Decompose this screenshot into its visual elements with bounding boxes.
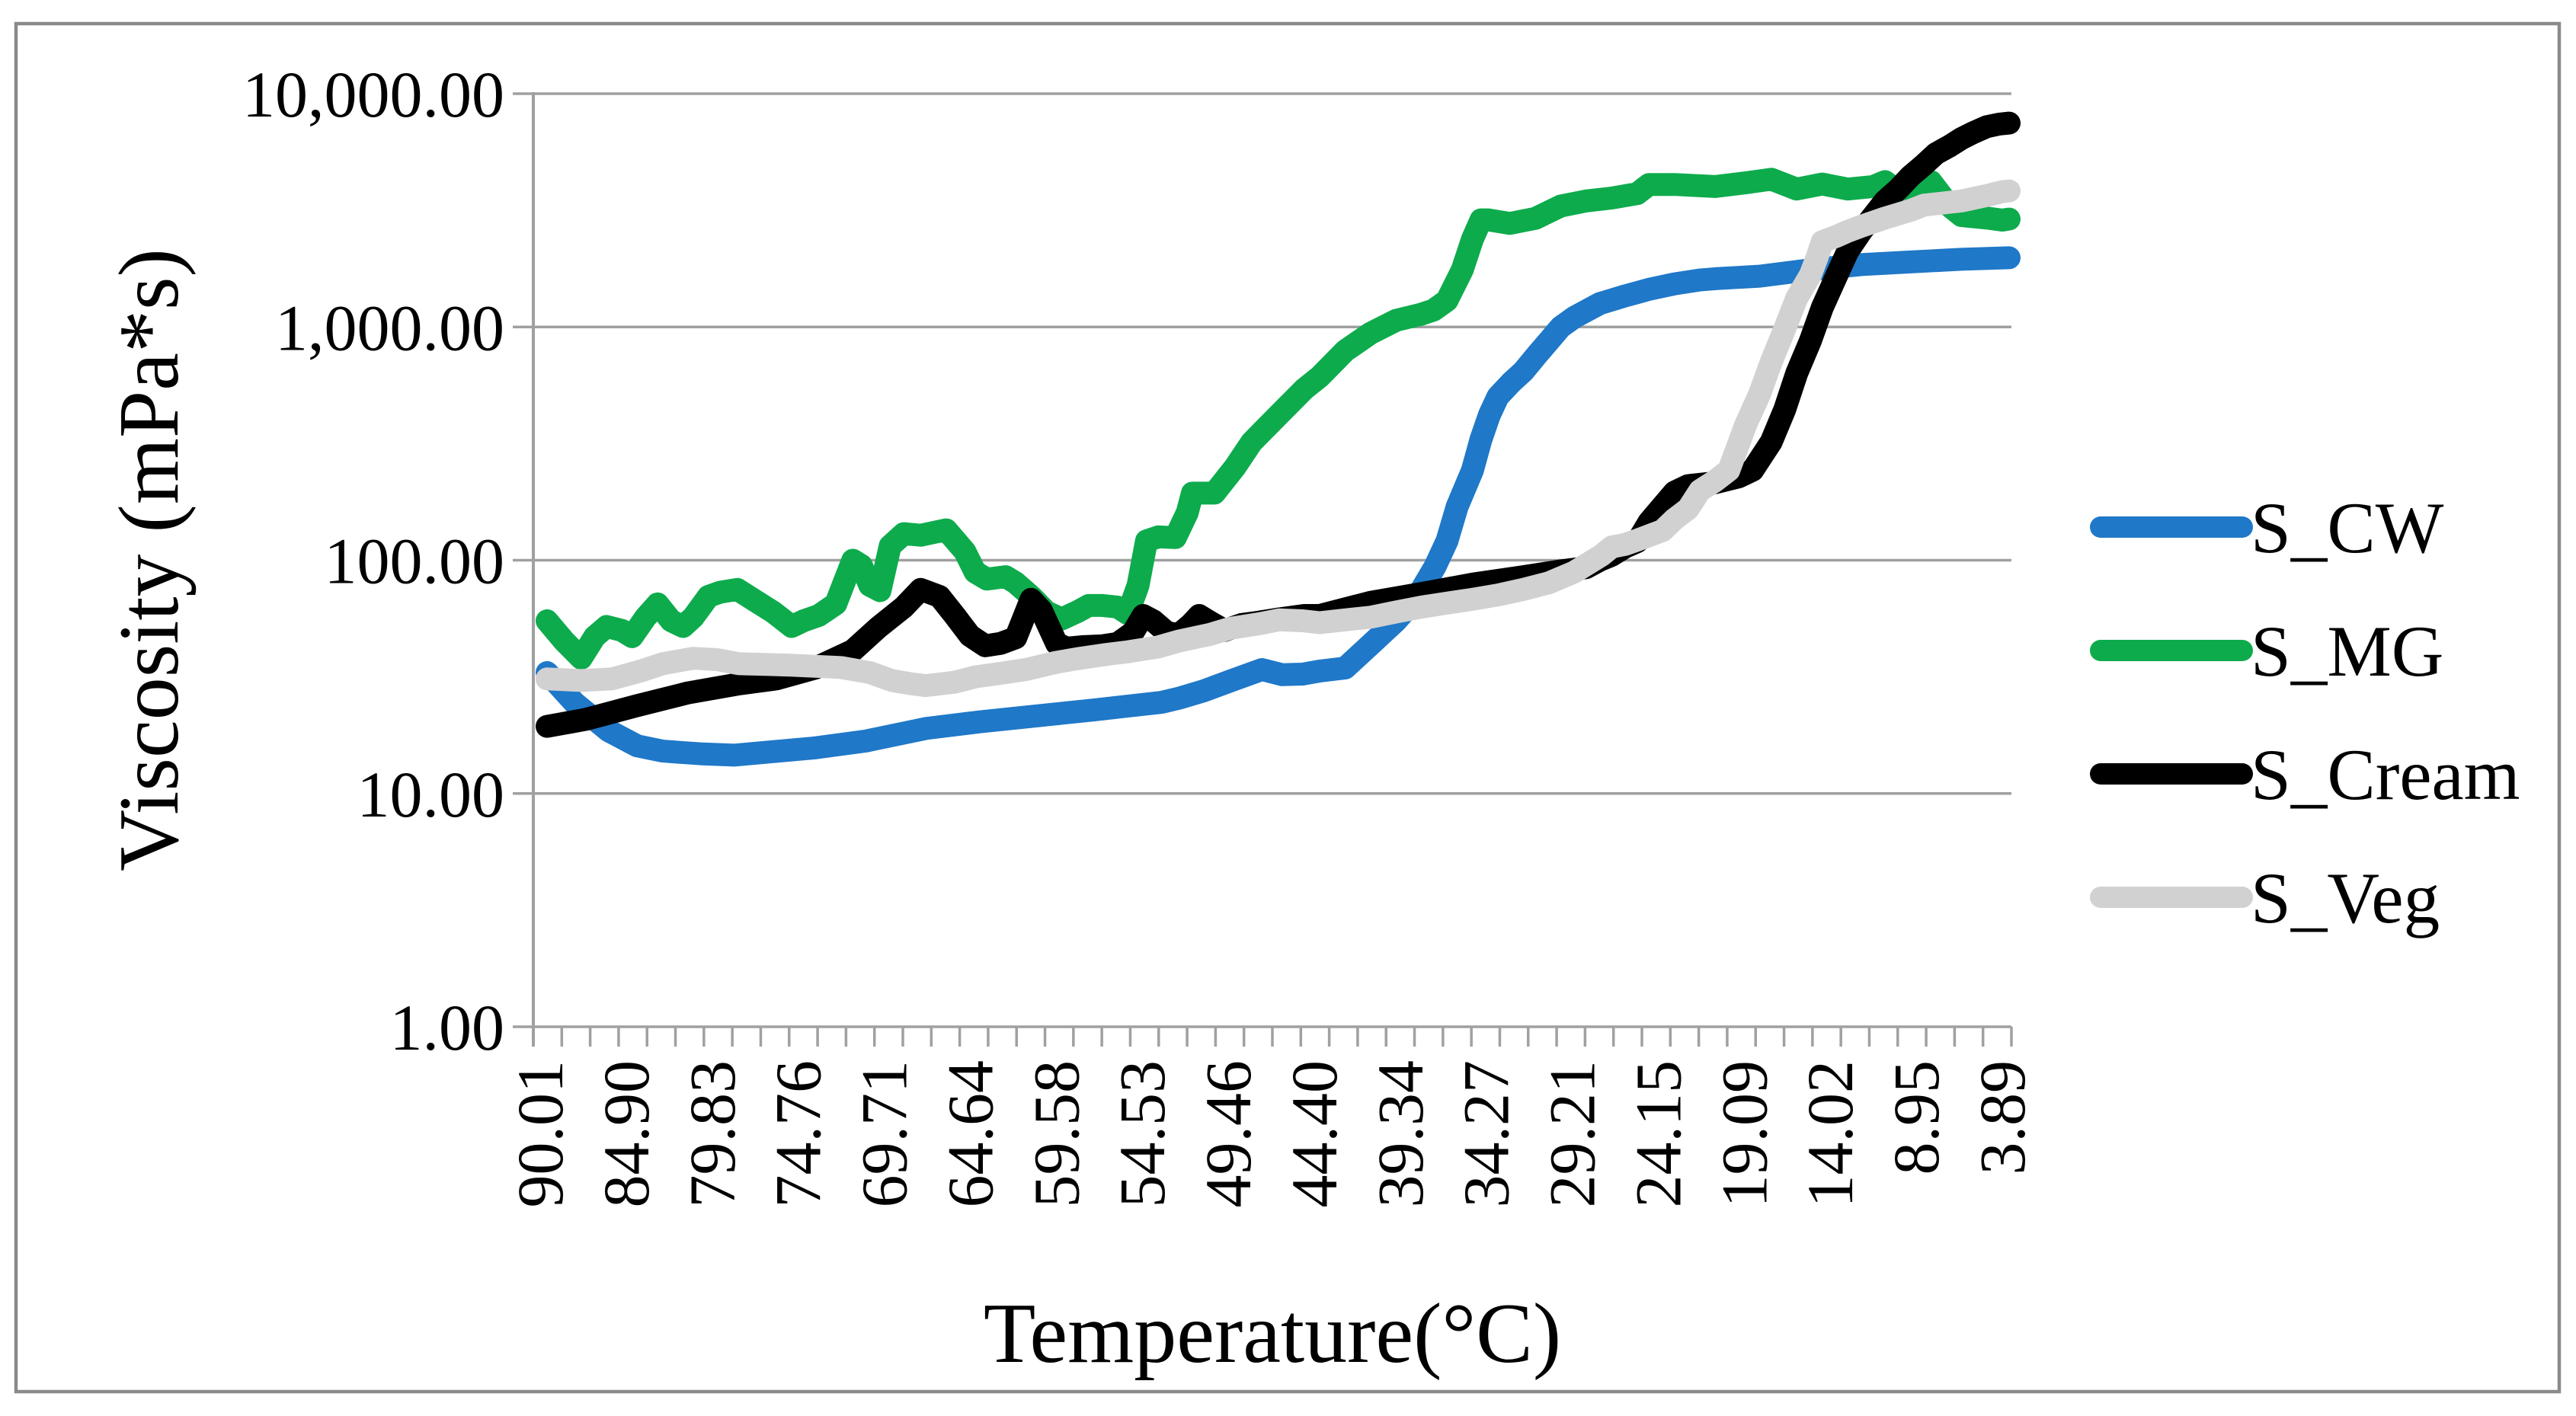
x-tick-label: 8.95 [1880,1060,1953,1175]
x-tick-label: 59.58 [1019,1060,1093,1208]
x-tick-label: 34.27 [1450,1060,1523,1208]
legend-label-s_cw: S_CW [2251,487,2444,568]
y-tick-label: 10,000.00 [242,58,504,131]
y-tick-label: 1,000.00 [275,291,504,364]
x-tick-label: 54.53 [1106,1060,1179,1208]
x-tick-label: 3.89 [1966,1060,2039,1175]
x-tick-label: 39.34 [1364,1060,1437,1208]
x-tick-labels: 90.01 84.90 79.83 74.76 69.71 64.64 59.58 54.53… [504,1060,2039,1208]
series-lines [536,111,2021,767]
legend-item-s_cw: S_CW [2090,487,2444,568]
x-tick-label: 14.02 [1794,1060,1867,1208]
legend-item-s_cream: S_Cream [2090,734,2520,815]
legend-item-s_mg: S_MG [2090,611,2443,692]
legend: S_CW S_MG S_Cream S_Veg [2090,487,2520,938]
legend-label-s_cream: S_Cream [2251,734,2520,815]
x-tick-label: 44.40 [1278,1060,1351,1208]
series-line-s_mg [536,168,2021,670]
y-tick-labels: 10,000.00 1,000.00 100.00 10.00 1.00 [242,58,504,1064]
x-tick-label: 29.21 [1536,1060,1609,1208]
x-axis-title: Temperature(°C) [984,1287,1561,1381]
x-tick-label: 24.15 [1621,1060,1694,1208]
series-line-s_veg [536,179,2021,698]
x-tick-label: 79.83 [676,1060,749,1208]
x-tick-label: 19.09 [1707,1060,1781,1208]
axes [513,92,2013,1047]
y-tick-label: 10.00 [357,758,505,831]
x-tick-label: 49.46 [1192,1060,1265,1208]
legend-label-s_veg: S_Veg [2251,858,2440,938]
y-tick-label: 100.00 [325,525,505,598]
x-tick-label: 84.90 [590,1060,663,1208]
x-tick-label: 69.71 [848,1060,921,1208]
x-tick-label: 90.01 [504,1060,577,1208]
y-tick-label: 1.00 [390,991,505,1064]
x-tick-label: 74.76 [762,1060,835,1208]
legend-label-s_mg: S_MG [2251,611,2443,692]
y-axis-title: Viscosity (mPa*s) [102,248,197,871]
legend-item-s_veg: S_Veg [2090,858,2440,938]
figure-border [14,21,2562,1394]
gridlines [533,92,2011,1028]
x-tick-label: 64.64 [933,1060,1006,1208]
